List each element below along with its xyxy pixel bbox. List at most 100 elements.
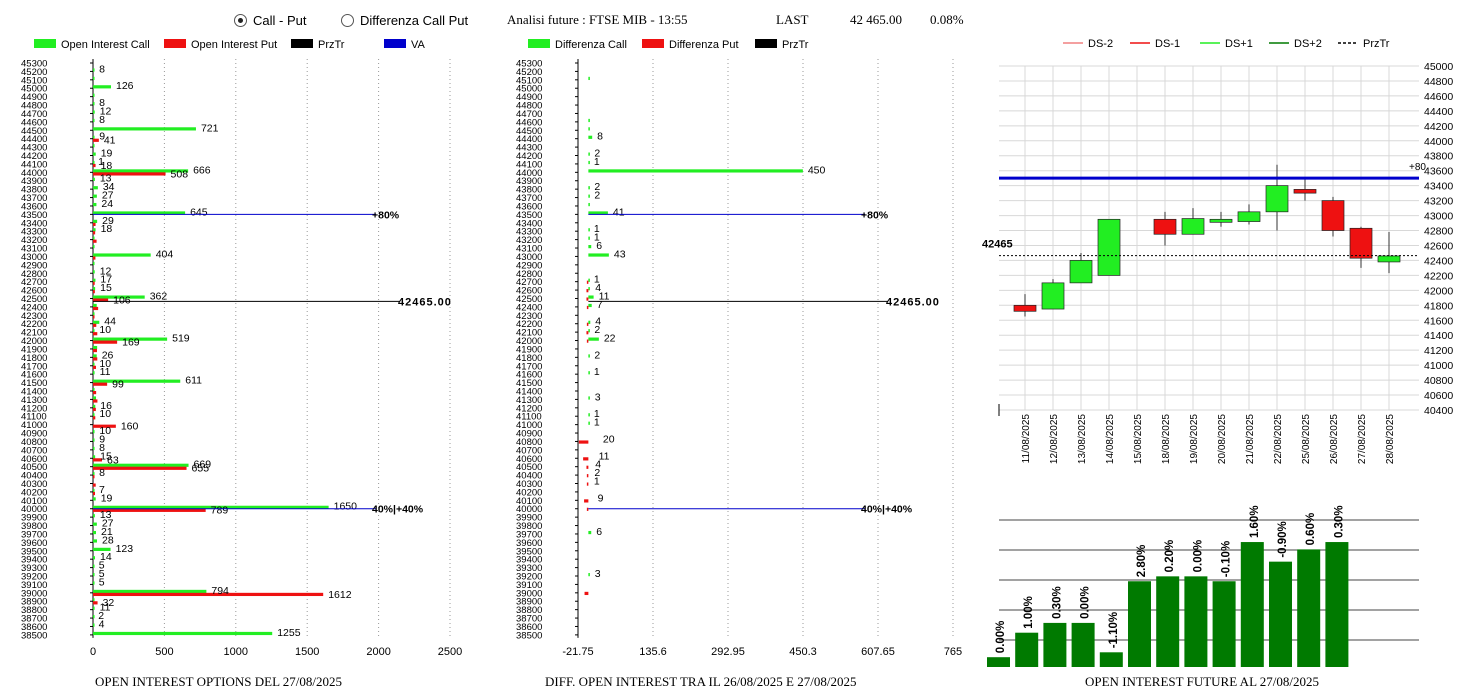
value-label: 15 (100, 450, 112, 462)
va-label: 40%|+40% (861, 504, 913, 516)
y-tick-label: 40800 (21, 437, 47, 448)
value-label: 1 (594, 408, 600, 420)
value-label: 519 (172, 333, 190, 345)
value-label: 4 (595, 459, 601, 471)
y-tick-label: 42000 (1424, 285, 1453, 297)
y-tick-label: 43900 (21, 176, 47, 187)
y-tick-label: 44900 (21, 92, 47, 103)
percent-label: 1.60% (1249, 505, 1261, 538)
y-tick-label: 41500 (21, 378, 47, 389)
put-bar (93, 416, 96, 420)
call-bar (93, 186, 98, 190)
legend-swatch (34, 39, 56, 48)
call-bar (588, 211, 608, 215)
x-tick-label: -21.75 (562, 646, 593, 658)
call-bar (93, 68, 95, 72)
y-tick-label: 38600 (21, 622, 47, 633)
y-tick-label: 42400 (516, 302, 542, 313)
call-bar (588, 76, 590, 81)
y-tick-label: 38500 (21, 630, 47, 641)
va-label: +80% (372, 209, 400, 221)
put-bar (583, 457, 589, 461)
x-tick-label: 607.65 (861, 646, 895, 658)
y-tick-label: 44800 (1424, 76, 1453, 88)
call-bar (93, 345, 98, 350)
put-bar (93, 172, 166, 176)
candle-body (1321, 200, 1345, 231)
call-bar (588, 253, 609, 257)
y-tick-label: 40400 (516, 471, 542, 482)
y-tick-label: 45100 (516, 75, 542, 86)
analysis-title: Analisi future : FTSE MIB - 13:55 (507, 12, 688, 27)
y-tick-label: 42700 (21, 277, 47, 288)
call-bar (588, 135, 593, 139)
radio-differenza[interactable]: Differenza Call Put (341, 13, 468, 28)
future-percent-bar-chart: 0.00% 1.00% 0.30% 0.00% -1.10% 2.80% 0.20% 0.00… (987, 505, 1419, 667)
call-bar (93, 320, 100, 324)
value-label: 11 (599, 290, 610, 302)
call-bar (93, 278, 96, 282)
call-bar (93, 169, 189, 173)
percent-bar (1015, 632, 1039, 667)
value-label: 655 (192, 463, 210, 475)
call-bar (93, 85, 111, 89)
radio-call-put[interactable]: Call - Put (234, 13, 306, 28)
value-label: 3 (595, 391, 601, 403)
value-label: 362 (150, 290, 168, 302)
y-tick-label: 44800 (21, 101, 47, 112)
call-bar (588, 295, 594, 299)
value-label: 8 (99, 97, 105, 109)
call-bar (93, 539, 97, 543)
legend-label: VA (411, 39, 426, 51)
candle-body (1153, 218, 1177, 235)
put-bar (586, 280, 589, 284)
y-tick-label: 43300 (21, 227, 47, 238)
y-tick-label: 39200 (516, 572, 542, 583)
call-bar (93, 530, 96, 535)
value-label: 721 (201, 122, 219, 134)
put-bar (93, 306, 99, 311)
put-bar (93, 466, 187, 470)
y-tick-label: 44500 (21, 126, 47, 137)
value-label: 1 (594, 476, 600, 488)
y-tick-label: 41600 (21, 370, 47, 381)
y-tick-label: 41200 (21, 403, 47, 414)
value-label: 16 (100, 400, 112, 412)
put-bar (93, 281, 95, 285)
open-interest-options-chart: Open Interest Call Open Interest Put PrzTr… (21, 39, 462, 658)
x-tick-label: 14/08/2025 (1105, 414, 1116, 464)
value-label: 24 (101, 198, 113, 210)
value-label: 1 (594, 274, 600, 286)
legend-label: DS-2 (1088, 38, 1113, 50)
value-label: 63 (107, 454, 119, 466)
value-label: 8 (99, 442, 105, 454)
candle-body (1013, 304, 1037, 312)
value-label: 11 (599, 450, 610, 462)
candle-body (1237, 211, 1261, 222)
y-tick-label: 41800 (21, 353, 47, 364)
x-tick-label: 21/08/2025 (1245, 414, 1256, 464)
call-bar (588, 354, 590, 358)
x-tick-label: 25/08/2025 (1301, 414, 1312, 464)
put-bar (93, 256, 96, 260)
put-bar (93, 475, 95, 479)
value-label: 7 (99, 484, 105, 496)
legend-label: DS+2 (1294, 38, 1322, 50)
value-label: 450 (808, 164, 826, 176)
y-tick-label: 44600 (21, 117, 47, 128)
y-tick-label: 41000 (1424, 360, 1453, 372)
put-bar (93, 592, 324, 597)
legend-label: PrzTr (318, 39, 345, 51)
y-tick-label: 42600 (1424, 240, 1453, 252)
y-tick-label: 44400 (516, 134, 542, 145)
call-bar (93, 615, 95, 619)
call-bar (93, 362, 95, 366)
put-bar (93, 365, 96, 369)
put-bar (93, 340, 118, 344)
x-tick-label: 22/08/2025 (1273, 414, 1284, 464)
y-tick-label: 44800 (516, 101, 542, 112)
put-bar (93, 357, 98, 361)
value-label: 12 (100, 265, 112, 277)
y-tick-label: 43000 (21, 252, 47, 263)
call-bar (93, 236, 95, 240)
